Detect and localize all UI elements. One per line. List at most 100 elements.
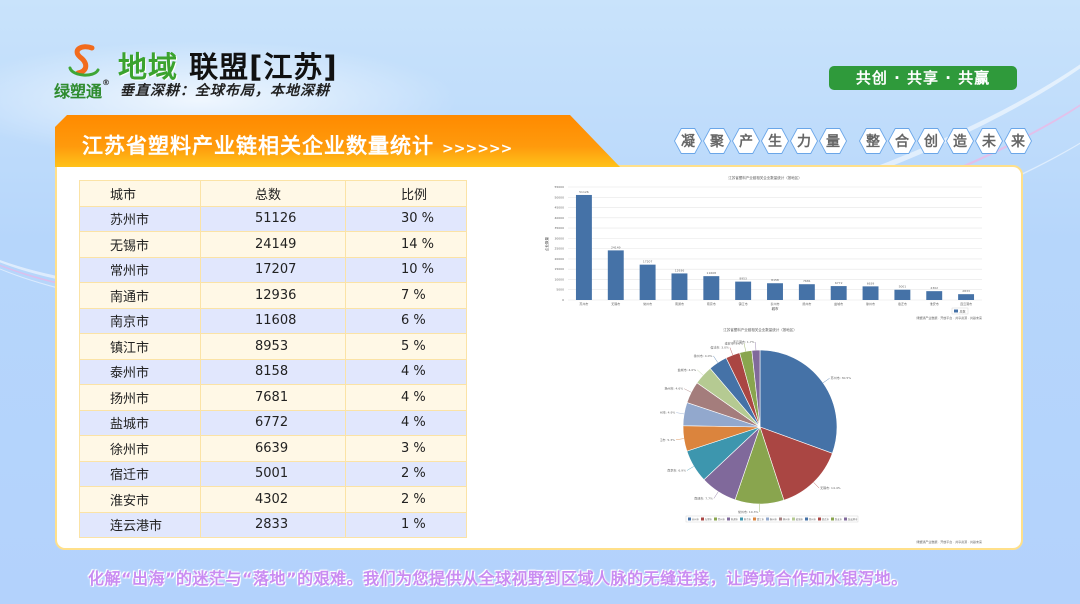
hex-char: 凝 <box>675 129 701 153</box>
x-tick-label: 南通市 <box>675 301 684 306</box>
legend-label: 盐城市 <box>796 517 804 521</box>
cell-ratio: 4 % <box>345 384 467 411</box>
x-tick-label: 盐城市 <box>834 301 843 306</box>
pie-label: 泰州市: 4.9% <box>660 410 675 415</box>
legend <box>951 307 969 315</box>
table-row: 镇江市 8953 5 % <box>79 333 467 360</box>
y-tick-label: 30000 <box>554 236 564 240</box>
column-header-total: 总数 <box>200 180 346 207</box>
y-tick-label: 10000 <box>554 277 564 281</box>
cell-total: 8953 <box>200 333 346 360</box>
legend-label: 泰州市 <box>770 517 778 521</box>
pie-leader-line <box>713 355 718 363</box>
x-tick-label: 南京市 <box>707 301 716 306</box>
cell-total: 12936 <box>200 282 346 309</box>
cell-ratio: 7 % <box>345 282 467 309</box>
cell-city: 苏州市 <box>79 205 201 232</box>
title-green-part: 地域 <box>118 50 179 84</box>
bar <box>894 289 911 300</box>
table-row: 淮安市 4302 2 % <box>79 486 467 513</box>
page-title: 地域 联盟[江苏] <box>118 44 338 86</box>
legend-label: 南京市 <box>744 517 752 521</box>
registered-mark: ® <box>102 78 111 87</box>
pie-label: 南京市: 6.9% <box>667 467 686 472</box>
legend <box>685 515 859 523</box>
x-tick-label: 淮安市 <box>930 301 939 306</box>
table-row: 连云港市 2833 1 % <box>79 511 467 538</box>
footer-tagline: 化解“出海”的迷茫与“落地”的艰难。我们为您提供从全球视野到区域人脉的无缝连接，… <box>88 569 908 588</box>
bar-value-label: 8953 <box>739 277 747 281</box>
table-row: 苏州市 51126 30 % <box>79 205 467 232</box>
x-tick-label: 泰州市 <box>770 301 779 306</box>
y-tick-label: 40000 <box>554 216 564 220</box>
bar <box>958 294 975 300</box>
table-row: 南通市 12936 7 % <box>79 282 467 309</box>
bar-value-label: 8158 <box>771 278 779 282</box>
pie-label: 常州市: 10.3% <box>738 509 759 514</box>
table-row: 宿迁市 5001 2 % <box>79 460 467 487</box>
y-tick-label: 35000 <box>554 226 564 230</box>
legend-swatch <box>701 517 704 521</box>
pie-leader-line <box>713 491 719 499</box>
hex-char: 力 <box>791 129 817 153</box>
legend-swatch <box>844 517 847 521</box>
section-arrows: >>>>>> <box>442 141 513 157</box>
hex-char: 创 <box>918 129 944 153</box>
legend-label: 常州市 <box>718 517 726 521</box>
legend-swatch <box>792 517 795 521</box>
cell-total: 24149 <box>200 231 346 258</box>
logo-s-icon <box>68 44 100 77</box>
bar <box>671 273 688 300</box>
legend-swatch <box>766 517 769 521</box>
cell-total: 7681 <box>200 384 346 411</box>
pie-label: 连云港市: 1.7% <box>733 339 755 344</box>
x-tick-label: 扬州市 <box>802 301 811 306</box>
hex-char: 量 <box>820 129 846 153</box>
pie-leader-line <box>675 438 684 440</box>
bar-chart: 江苏省塑料产业链相关企业数量统计（按地区） 0 5000 10000 15000 2000… <box>544 175 982 320</box>
cell-ratio: 4 % <box>345 409 467 436</box>
pie-label: 扬州市: 4.6% <box>665 386 684 391</box>
x-tick-label: 镇江市 <box>739 301 748 306</box>
cell-ratio: 14 % <box>345 231 467 258</box>
cell-total: 6772 <box>200 409 346 436</box>
table-row: 泰州市 8158 4 % <box>79 358 467 385</box>
brand-logo: 绿塑通® <box>54 44 116 101</box>
bar-value-label: 2833 <box>962 289 970 293</box>
y-tick-label: 25000 <box>554 247 564 251</box>
cell-total: 6639 <box>200 435 346 462</box>
y-tick-label: 15000 <box>554 267 564 271</box>
pie-label: 苏州市: 30.5% <box>831 375 852 380</box>
pie-label: 盐城市: 4.0% <box>678 367 697 372</box>
bar-value-label: 11608 <box>707 271 717 275</box>
hex-words-left: 凝 聚 产 生 力 量 <box>674 128 847 154</box>
hex-char: 合 <box>889 129 915 153</box>
pie-leader-line <box>743 343 746 352</box>
cell-city: 盐城市 <box>79 409 201 436</box>
bar-value-label: 17207 <box>643 260 653 264</box>
bar <box>703 276 720 300</box>
legend-swatch <box>805 517 808 521</box>
pie-label: 镇江市: 5.3% <box>660 437 675 442</box>
y-tick-label: 20000 <box>554 257 564 261</box>
cell-total: 5001 <box>200 460 346 487</box>
cell-city: 宿迁市 <box>79 460 201 487</box>
table-header-row: 城市 总数 比例 <box>79 180 467 207</box>
cell-total: 2833 <box>200 511 346 538</box>
pie-chart: 江苏省塑料产业链相关企业数量统计（按地区） 苏州市: 30.5% 无锡市: 14.4… <box>660 327 982 544</box>
x-axis-label: 城市 <box>772 306 780 311</box>
pie-label: 无锡市: 14.4% <box>820 485 841 490</box>
logo-text: 绿塑通® <box>54 78 110 102</box>
bar-value-label: 6772 <box>835 281 843 285</box>
cell-total: 11608 <box>200 307 346 334</box>
legend-swatch <box>954 309 958 313</box>
cell-ratio: 4 % <box>345 358 467 385</box>
hex-char: 造 <box>947 129 973 153</box>
bar <box>830 286 847 300</box>
y-tick-label: 50000 <box>554 195 564 199</box>
x-tick-label: 宿迁市 <box>898 301 907 306</box>
pie-label: 徐州市: 4.0% <box>694 353 713 358</box>
cell-total: 8158 <box>200 358 346 385</box>
pie-label: 南通市: 7.7% <box>694 495 713 500</box>
chart-title: 江苏省塑料产业链相关企业数量统计（按地区） <box>723 327 797 332</box>
